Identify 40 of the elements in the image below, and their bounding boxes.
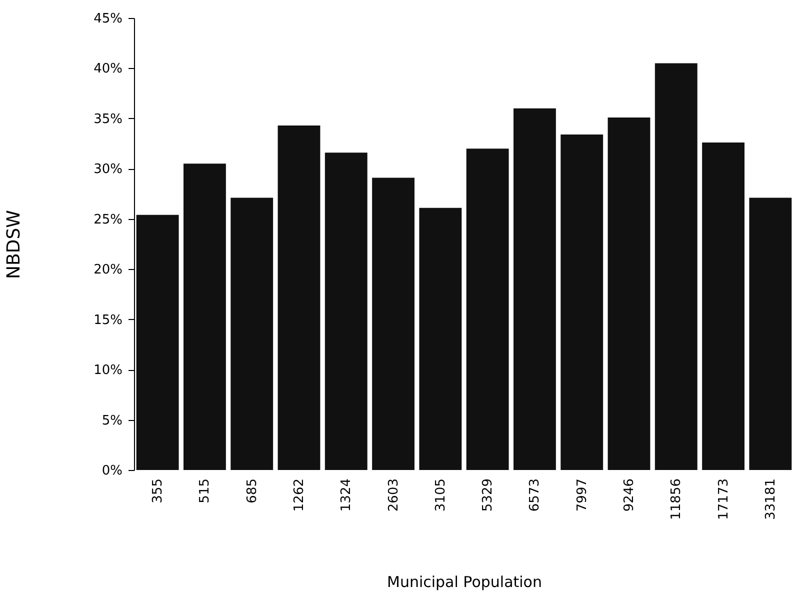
y-tick-label: 15% xyxy=(94,312,122,328)
x-tick-label: 33181 xyxy=(763,478,778,520)
bar xyxy=(230,198,274,470)
y-tick-label: 45% xyxy=(94,12,122,26)
bar xyxy=(278,125,320,470)
bar xyxy=(749,198,792,470)
bar xyxy=(324,152,368,470)
bar xyxy=(654,63,698,470)
x-tick-label: 515 xyxy=(198,478,213,504)
x-tick-label: 1262 xyxy=(292,478,307,512)
bar xyxy=(560,134,604,470)
y-tick-label: 35% xyxy=(94,112,122,127)
y-axis-title: NBDSW xyxy=(4,210,25,279)
y-tick-label: 25% xyxy=(94,212,122,228)
bar xyxy=(702,142,744,470)
bar xyxy=(419,208,462,470)
x-tick-label: 6573 xyxy=(528,478,543,512)
bar xyxy=(608,117,650,470)
bar xyxy=(136,214,179,470)
x-tick-label: 355 xyxy=(150,478,166,504)
y-tick-label: 5% xyxy=(102,413,122,428)
bar xyxy=(466,148,509,470)
x-tick-label: 685 xyxy=(244,478,260,504)
x-tick-label: 1324 xyxy=(339,478,354,512)
y-tick-label: 30% xyxy=(94,162,122,178)
y-tick-label: 20% xyxy=(94,262,122,278)
x-tick-label: 17173 xyxy=(716,478,732,520)
x-tick-label: 11856 xyxy=(669,478,684,520)
x-tick-label: 5329 xyxy=(480,478,496,512)
x-tick-label: 3105 xyxy=(433,478,448,512)
x-tick-label: 9246 xyxy=(622,478,637,512)
bar xyxy=(184,164,226,470)
bar xyxy=(514,108,556,470)
bar xyxy=(372,178,414,470)
x-tick-label: 2603 xyxy=(386,478,402,512)
x-tick-label: 7997 xyxy=(574,478,590,512)
y-tick-label: 0% xyxy=(102,464,122,478)
y-tick-label: 40% xyxy=(94,62,122,77)
x-axis-title: Municipal Population xyxy=(387,572,542,591)
y-tick-label: 10% xyxy=(94,363,122,378)
